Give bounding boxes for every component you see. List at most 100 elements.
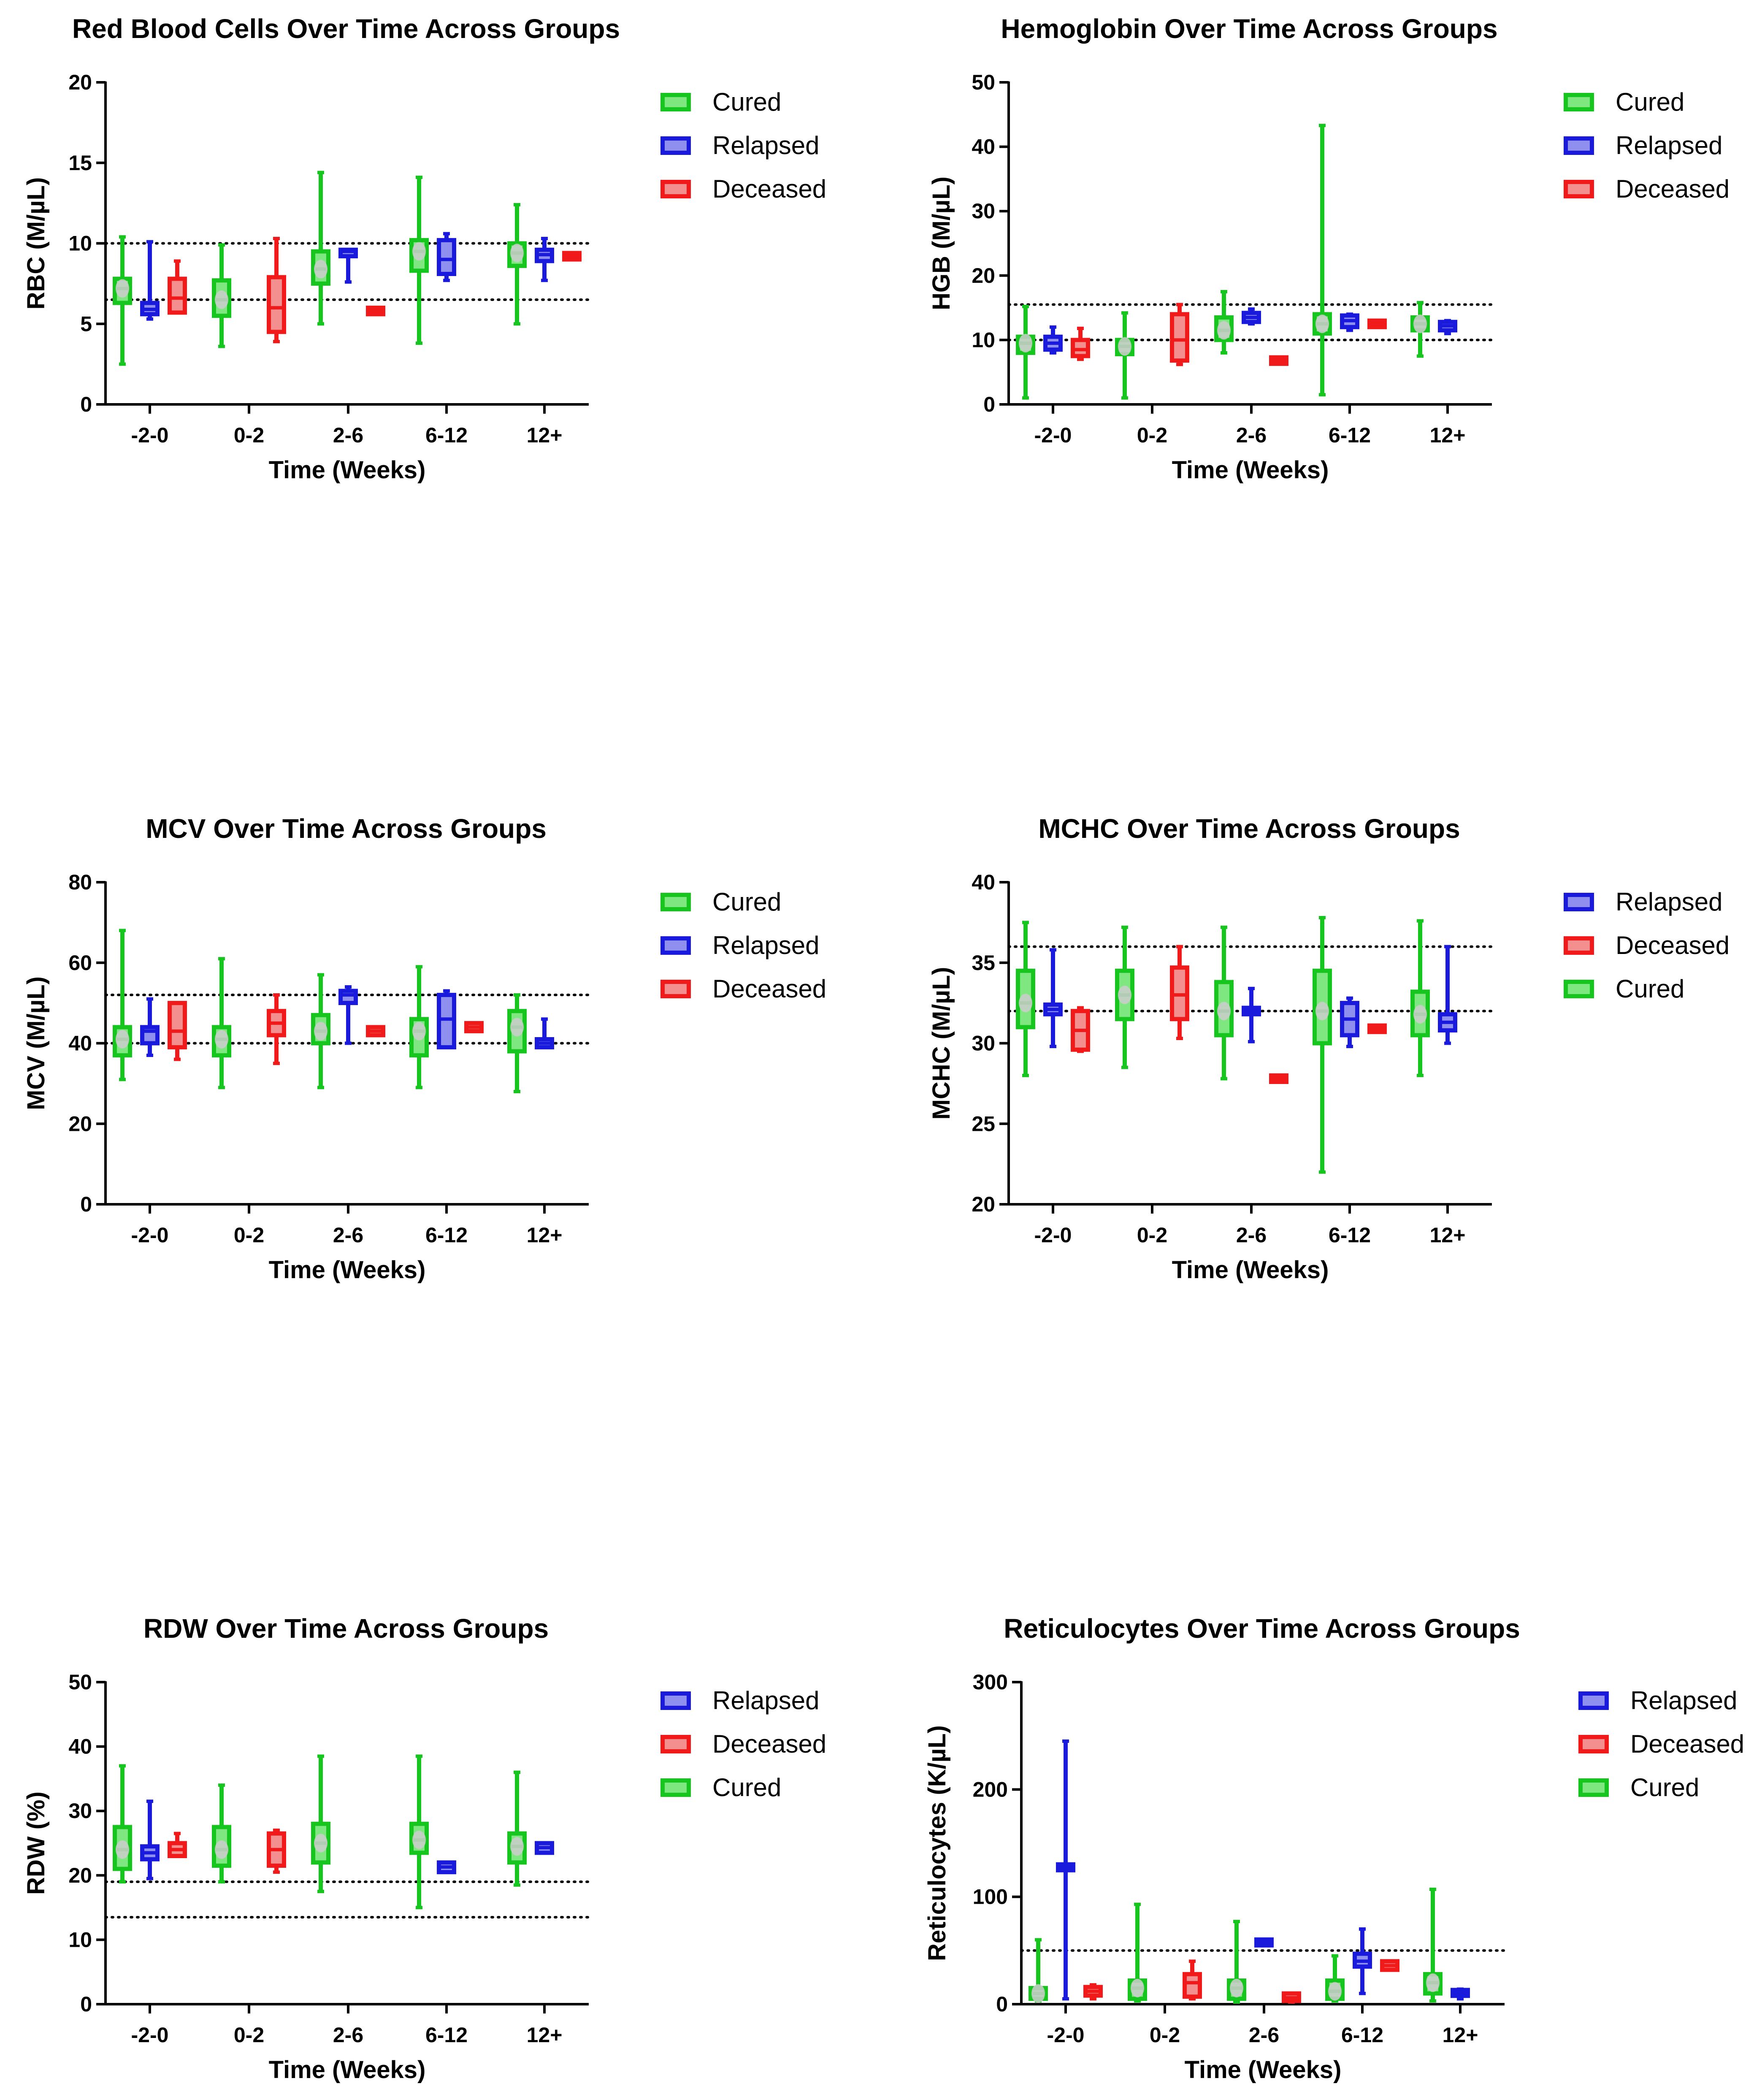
legend-swatch [1578,1778,1609,1797]
box-cured-2-6 [1214,925,1234,1081]
x-tick-label: 0-2 [1137,1223,1167,1247]
y-tick-label: 10 [68,1928,92,1951]
box-cured-6-12 [409,1754,429,1910]
box-cured--2-0 [113,1764,132,1884]
data-point-cluster [510,1018,524,1037]
box-deceased--2-0 [168,1832,187,1859]
y-tick-label: 30 [68,1799,92,1823]
y-tick-label: 35 [972,951,995,975]
chart-title: Hemoglobin Over Time Across Groups [1001,14,1497,44]
y-tick-label: 25 [972,1112,995,1135]
box-relapsed-12+ [1438,945,1457,1045]
data-point-cluster [1217,321,1231,340]
legend-swatch [1564,980,1594,998]
data-point-cluster [314,260,327,279]
chart-title: Reticulocytes Over Time Across Groups [1004,1613,1520,1644]
y-tick-label: 0 [80,1992,92,2016]
legend-item-deceased: Deceased [660,1730,826,1758]
box-cured-0-2 [1115,311,1134,400]
legend-item-deceased: Deceased [660,175,826,203]
x-tick-label: 0-2 [1137,423,1167,447]
data-point-cluster [1031,1984,1045,2003]
box-deceased-0-2 [1170,303,1189,366]
y-tick-label: 20 [972,264,995,287]
data-point-cluster [412,242,426,261]
box-relapsed-6-12 [1353,1927,1372,1995]
legend-swatch [660,1778,691,1797]
y-tick-label: 60 [68,951,92,975]
box-deceased--2-0 [168,1001,187,1061]
box-body [437,238,456,276]
y-tick-label: 40 [68,1735,92,1759]
box-relapsed-12+ [535,237,554,282]
box-relapsed-12+ [535,1017,554,1050]
box-relapsed--2-0 [1043,948,1063,1049]
x-tick-label: 12+ [1430,423,1466,447]
y-axis-label: Reticulocytes (K/µL) [923,1725,951,1961]
legend-item-cured: Cured [1564,975,1684,1003]
x-tick-label: 2-6 [333,423,363,447]
box-cured-12+ [507,203,527,326]
y-tick-label: 40 [972,135,995,159]
box-deceased-0-2 [267,1828,286,1874]
x-tick-label: 12+ [527,1223,563,1247]
x-tick-label: 2-6 [1236,423,1267,447]
box-deceased-2-6 [1269,1073,1288,1084]
y-tick-label: 30 [972,199,995,223]
chart-title: RDW Over Time Across Groups [143,1613,549,1644]
x-tick-label: 6-12 [1341,2023,1383,2047]
legend-item-deceased: Deceased [1578,1730,1744,1758]
box-deceased-0-2 [1183,1959,1202,2001]
box-deceased-6-12 [1367,318,1387,329]
data-point-cluster [215,1840,228,1859]
x-axis-label: Time (Weeks) [1172,1256,1329,1284]
x-axis-label: Time (Weeks) [269,456,426,484]
box-cured-12+ [1423,1887,1443,2003]
box-cured-12+ [1410,919,1430,1077]
chart-title: MCHC Over Time Across Groups [1038,813,1460,844]
legend-label: Relapsed [712,131,820,160]
legend-swatch [1578,1691,1609,1710]
data-point-cluster [510,1837,524,1856]
x-tick-label: -2-0 [131,2023,169,2047]
legend-swatch [1564,136,1594,155]
box-cured--2-0 [113,235,132,366]
box-deceased-6-12 [1380,1959,1399,1972]
y-tick-label: 200 [973,1778,1008,1801]
data-point-cluster [116,1030,129,1049]
data-point-cluster [1328,1982,1342,2001]
legend-item-deceased: Deceased [1564,175,1730,203]
box-cured-2-6 [1227,1920,1246,2004]
data-point-cluster [412,1830,426,1849]
data-point-cluster [215,1030,228,1049]
x-tick-label: 6-12 [425,1223,468,1247]
box-deceased--2-0 [1071,326,1090,361]
data-point-cluster [1230,1978,1243,1997]
x-tick-label: 12+ [1430,1223,1466,1247]
box-cured-0-2 [212,957,231,1089]
x-axis-label: Time (Weeks) [1172,456,1329,484]
legend-label: Deceased [712,975,826,1003]
legend-swatch [660,1691,691,1710]
box-relapsed-2-6 [338,985,358,1045]
y-tick-label: 0 [983,393,995,416]
box-relapsed-6-12 [1340,312,1359,332]
legend-item-cured: Cured [660,1773,781,1802]
legend-item-cured: Cured [1564,88,1684,116]
data-point-cluster [1118,986,1131,1005]
x-tick-label: 0-2 [234,2023,264,2047]
box-relapsed--2-0 [140,240,160,321]
y-axis-label: MCHC (M/µL) [928,967,955,1120]
box-deceased--2-0 [1083,1983,1103,2001]
x-tick-label: -2-0 [1034,1223,1072,1247]
x-tick-label: 12+ [527,423,563,447]
x-tick-label: 0-2 [234,423,264,447]
box-relapsed-2-6 [1242,307,1261,326]
y-tick-label: 20 [68,1864,92,1887]
data-point-cluster [215,290,228,309]
chart-panel-4: MCHC Over Time Across Groups MCHC (M/µL) T… [928,813,1730,1284]
box-deceased-0-2 [1170,945,1189,1041]
legend-item-relapsed: Relapsed [1578,1686,1738,1715]
y-tick-label: 50 [68,1670,92,1694]
box-body [437,993,456,1050]
